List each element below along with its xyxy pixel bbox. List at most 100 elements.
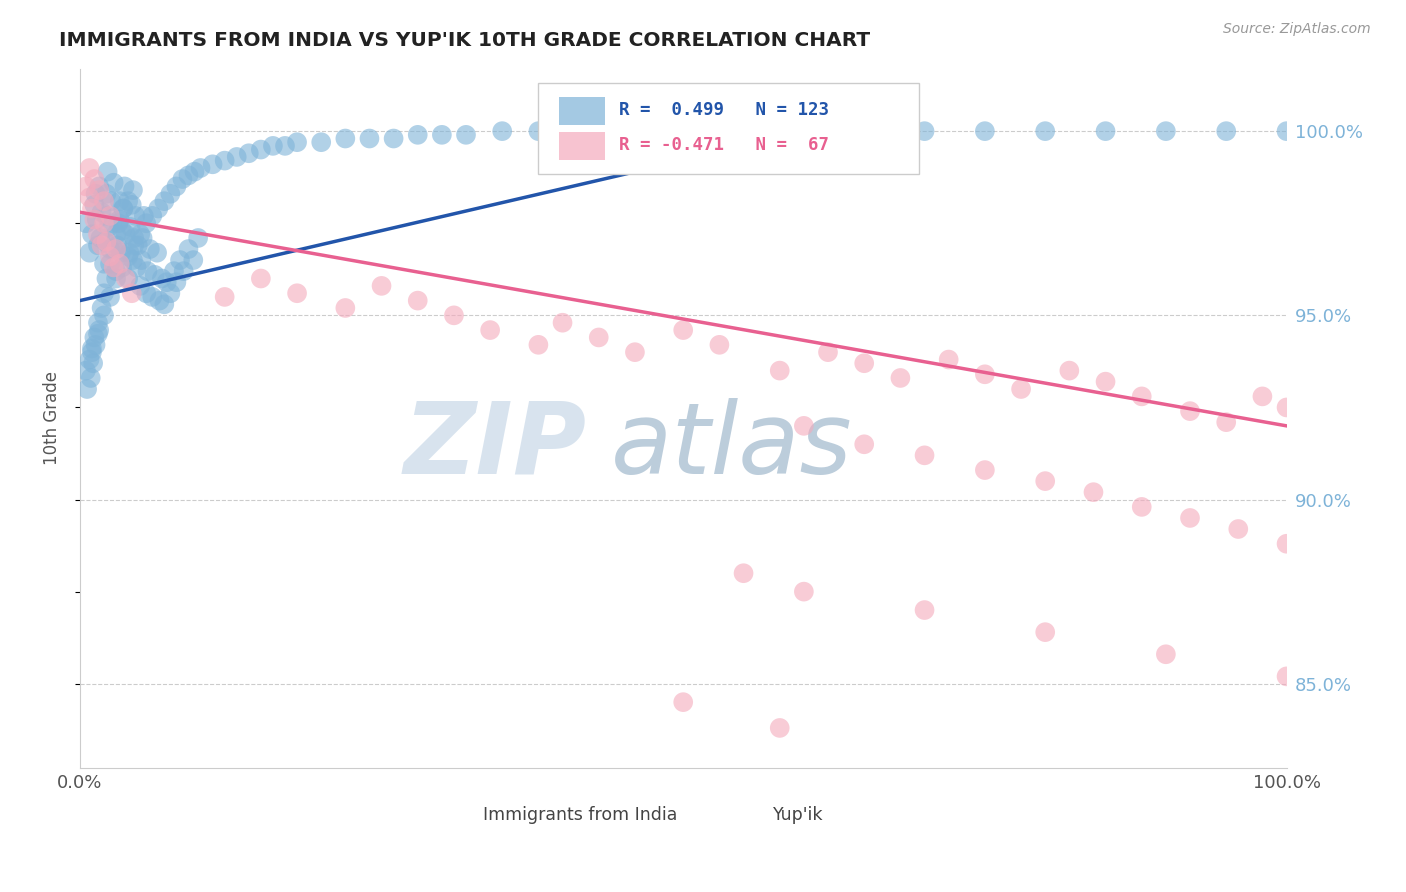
Point [111, 260, 134, 275]
Point [90, 301, 112, 315]
Point [769, 363, 792, 377]
Point [96, 235, 118, 249]
Point [110, 245, 132, 260]
Point [87, 227, 110, 242]
Point [127, 238, 149, 252]
Point [93, 257, 115, 271]
Point [793, 418, 815, 433]
Point [733, 566, 755, 581]
Point [80, 342, 103, 356]
Point [430, 128, 453, 142]
Point [1275, 401, 1298, 415]
Y-axis label: 10th Grade: 10th Grade [44, 371, 60, 466]
Point [122, 231, 145, 245]
Point [225, 150, 247, 164]
Point [1154, 647, 1177, 661]
Point [1275, 537, 1298, 551]
Point [285, 286, 308, 301]
Point [672, 124, 695, 138]
Point [135, 286, 157, 301]
Point [274, 139, 297, 153]
Point [575, 124, 598, 138]
Point [973, 463, 995, 477]
Point [80, 371, 103, 385]
Point [103, 242, 125, 256]
Point [129, 227, 152, 242]
Point [105, 264, 128, 278]
Point [76, 382, 98, 396]
Point [370, 278, 392, 293]
Point [148, 293, 170, 308]
Point [112, 202, 135, 216]
Text: IMMIGRANTS FROM INDIA VS YUP'IK 10TH GRADE CORRELATION CHART: IMMIGRANTS FROM INDIA VS YUP'IK 10TH GRA… [59, 31, 870, 50]
Point [121, 286, 143, 301]
Point [112, 202, 135, 216]
Point [129, 278, 152, 293]
Point [165, 275, 187, 289]
Point [103, 176, 125, 190]
Point [250, 143, 273, 157]
Point [135, 216, 157, 230]
Point [83, 330, 105, 344]
Point [87, 326, 110, 341]
Point [853, 356, 876, 370]
Point [1275, 669, 1298, 683]
Point [75, 179, 97, 194]
Point [98, 209, 121, 223]
Point [733, 124, 755, 138]
Point [120, 219, 142, 234]
Point [79, 245, 101, 260]
Point [89, 323, 111, 337]
Point [93, 286, 115, 301]
Point [153, 194, 176, 208]
Point [1059, 363, 1081, 377]
Point [190, 161, 212, 175]
Point [108, 212, 131, 227]
Point [1083, 485, 1105, 500]
Point [122, 183, 145, 197]
Point [1130, 389, 1153, 403]
Point [97, 219, 120, 234]
Point [105, 238, 128, 252]
Point [107, 216, 129, 230]
Point [262, 139, 284, 153]
Point [187, 231, 209, 245]
Point [96, 186, 118, 201]
Point [973, 368, 995, 382]
Point [101, 216, 124, 230]
Point [87, 316, 110, 330]
Point [527, 124, 550, 138]
Point [1130, 500, 1153, 514]
Point [250, 271, 273, 285]
Point [817, 345, 839, 359]
Point [672, 323, 695, 337]
Point [914, 603, 936, 617]
Text: Source: ZipAtlas.com: Source: ZipAtlas.com [1223, 22, 1371, 37]
Point [75, 216, 97, 230]
Point [1010, 382, 1032, 396]
Point [93, 194, 115, 208]
Point [98, 249, 121, 263]
Point [93, 216, 115, 230]
Point [84, 186, 107, 201]
Point [214, 153, 236, 168]
Point [79, 352, 101, 367]
Point [793, 124, 815, 138]
Point [114, 271, 136, 285]
Point [146, 245, 169, 260]
Point [89, 183, 111, 197]
Point [382, 131, 405, 145]
Point [853, 437, 876, 451]
Point [183, 164, 205, 178]
FancyBboxPatch shape [538, 83, 918, 174]
Point [172, 172, 194, 186]
Point [624, 345, 647, 359]
Point [79, 190, 101, 204]
Point [1215, 124, 1237, 138]
Point [624, 124, 647, 138]
Point [238, 146, 260, 161]
Point [201, 157, 224, 171]
Point [177, 242, 200, 256]
Point [124, 209, 146, 223]
Point [159, 186, 181, 201]
